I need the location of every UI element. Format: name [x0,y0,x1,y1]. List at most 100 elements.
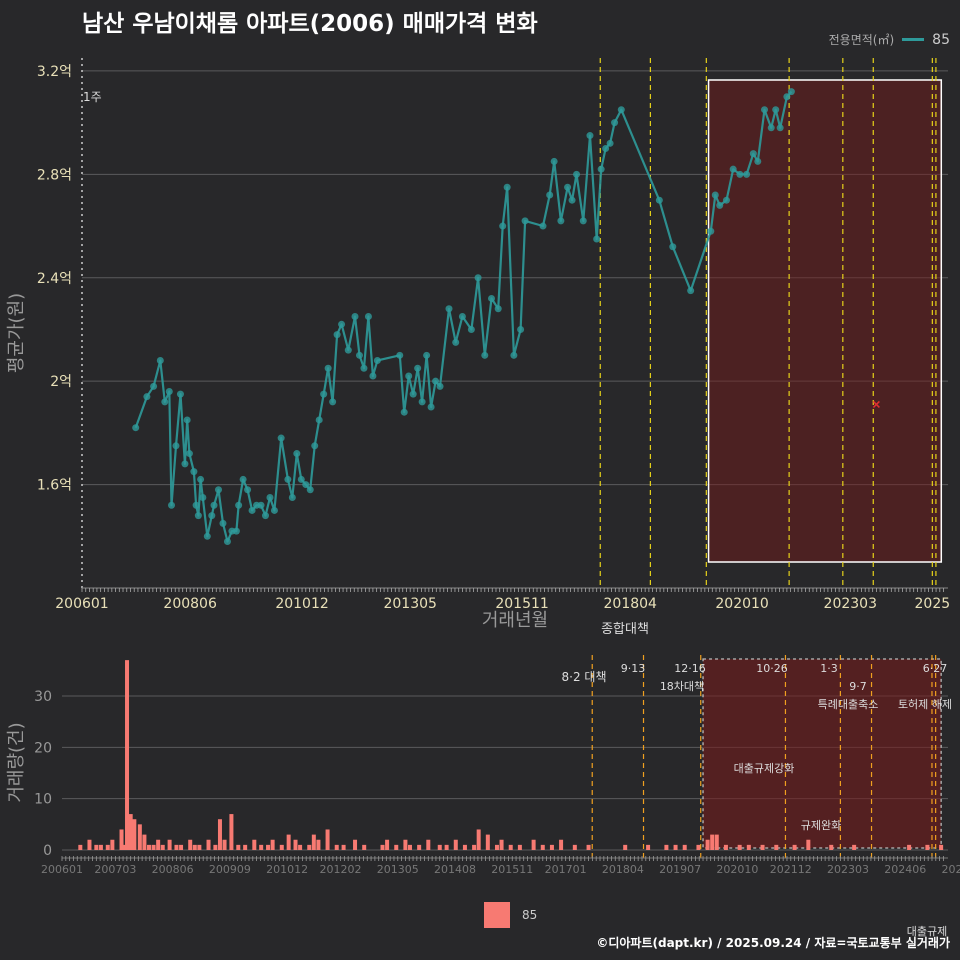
policy-name: 규제완화 [801,819,841,832]
bottom-highlight-window [702,658,942,849]
volume-bar [151,844,156,850]
price-point [481,351,489,359]
price-point [593,235,601,243]
price-point [143,393,151,401]
legend-bottom-label: 85 [522,908,538,922]
volume-bar [174,844,179,850]
policy-name: 대출규제 [907,925,947,938]
price-point [427,403,435,411]
volume-bar [94,844,99,850]
volume-bar [252,839,257,850]
policy-date: 9·13 [621,662,646,675]
price-point [192,501,200,509]
price-point [132,424,140,432]
volume-bar [243,844,248,850]
volume-bar [549,844,554,850]
bottom-x-tick-label: 200703 [94,863,136,876]
volume-bar [206,839,211,850]
policy-date: 9·7 [849,680,867,693]
bottom-x-tick-label: 200601 [41,863,83,876]
legend-bottom: 85 [484,902,537,928]
top-y-tick-label: 3.2억 [37,64,72,80]
volume-bar [334,844,339,850]
policy-date: 10·26 [756,662,788,675]
bottom-x-tick-label: 201202 [320,863,362,876]
volume-bar [325,829,330,850]
legend-item-label: 85 [932,31,950,48]
volume-bar [213,844,218,850]
price-point [767,124,775,132]
volume-bar [121,844,126,850]
price-point [521,217,529,225]
volume-bar [137,824,142,850]
volume-bar [311,834,316,850]
volume-bar [792,844,797,850]
price-point [743,170,751,178]
price-point [333,331,341,339]
volume-bar [316,839,321,850]
price-point [161,398,169,406]
price-point [488,294,496,302]
volume-bar [696,844,701,850]
volume-bar [586,844,591,850]
price-point [190,468,198,476]
price-point [414,364,422,372]
volume-bar [380,844,385,850]
price-point [210,501,218,509]
price-point [602,144,610,152]
bottom-x-tick-label: 202509 [941,863,960,876]
price-point [232,527,240,535]
volume-bar [179,844,184,850]
price-point [423,351,431,359]
bottom-x-tick-label: 202406 [884,863,926,876]
policy-name: 토허제 해제 [898,697,952,711]
policy-name: 18차대책 [660,680,704,693]
volume-bar [78,844,83,850]
bottom-x-tick-label: 202112 [770,863,812,876]
price-point [400,408,408,416]
volume-bar [128,814,133,850]
volume-bar [476,829,481,850]
volume-bar [623,844,628,850]
price-point [564,183,572,191]
bottom-x-tick-label: 201907 [659,863,701,876]
price-point [199,494,207,502]
bottom-x-tick-label: 201305 [377,863,419,876]
price-point [156,356,164,364]
legend-line-swatch [902,38,925,41]
price-point [311,442,319,450]
top-x-tick-label: 202010 [715,596,768,612]
price-point [194,512,202,520]
volume-bar [105,844,110,850]
price-point [320,390,328,398]
bottom-y-tick-label: 30 [34,689,52,705]
legend-top: 전용면적(㎡) 85 [829,31,950,48]
price-point [761,106,769,114]
price-point [183,416,191,424]
price-point [655,196,663,204]
volume-bar [494,844,499,850]
price-point [503,183,511,191]
policy-date: 1·3 [820,662,838,675]
price-point [432,377,440,385]
price-point [373,356,381,364]
price-point [302,481,310,489]
price-point [297,475,305,483]
volume-bar [119,829,124,850]
price-point [707,227,715,235]
price-point [617,106,625,114]
price-point [176,390,184,398]
bottom-y-tick-label: 20 [34,740,52,756]
bottom-x-tick-label: 200909 [209,863,251,876]
price-point [277,434,285,442]
volume-bar [485,834,490,850]
price-point [499,222,507,230]
volume-bar [907,844,912,850]
volume-bar [160,844,165,850]
top-y-tick-label: 1.6억 [37,478,72,494]
price-point [185,450,193,458]
volume-bar [192,844,197,850]
bottom-y-tick-label: 10 [34,792,52,808]
volume-bar [87,839,92,850]
